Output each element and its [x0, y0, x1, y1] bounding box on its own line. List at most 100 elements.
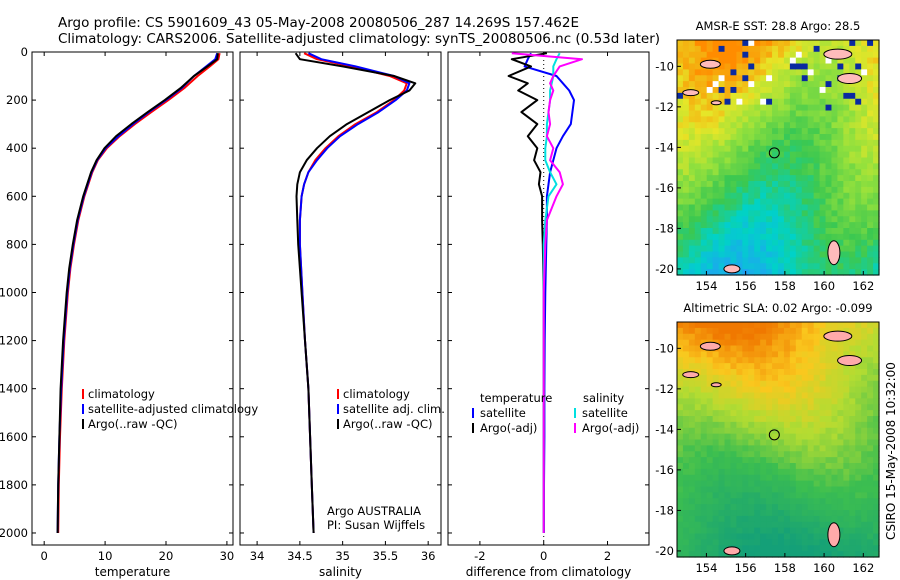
map-cell [742, 134, 749, 141]
map-cell [783, 410, 791, 417]
map-cell [754, 222, 761, 229]
map-cell [760, 257, 767, 264]
map-cell [778, 228, 785, 235]
map-cell [754, 363, 761, 370]
map-cell [837, 527, 844, 535]
map-cell [712, 498, 720, 505]
map-cell [712, 122, 720, 129]
map-cell [718, 245, 726, 253]
map-cell [843, 468, 850, 476]
map-cell [724, 128, 732, 135]
map-cell [789, 204, 797, 211]
map-cell [694, 380, 702, 388]
map-cell [748, 427, 755, 435]
map-cell [807, 504, 815, 511]
map-cell [789, 251, 797, 258]
map-cell [837, 122, 844, 129]
map-cell [867, 251, 874, 258]
map-cell [795, 87, 803, 94]
map-cell [688, 134, 696, 141]
series-line-red [298, 52, 408, 534]
map-cell [694, 122, 702, 129]
map-cell [766, 40, 773, 47]
map-cell [837, 533, 844, 540]
map-cell [849, 386, 856, 394]
map-cell [867, 98, 874, 106]
map-cell [801, 251, 809, 258]
map-cell [760, 87, 767, 94]
map-cell [700, 421, 708, 429]
map-cell [819, 198, 827, 206]
map-cell [861, 181, 868, 188]
map-cell [831, 233, 839, 241]
map-cell [849, 92, 856, 100]
map-cell [724, 116, 732, 123]
map-cell [778, 486, 785, 493]
map-cell [867, 75, 874, 82]
y-tick-label: -16 [655, 463, 674, 477]
map-cell [819, 539, 827, 546]
map-cell [867, 51, 874, 59]
map-cell [861, 545, 868, 552]
map-cell [873, 75, 880, 82]
map-cell [742, 339, 749, 347]
map-cell [677, 439, 684, 446]
map-cell [873, 468, 880, 476]
map-cell [825, 134, 833, 141]
map-cell [849, 404, 856, 411]
map-cell [760, 92, 767, 100]
map-cell [825, 416, 833, 423]
map-cell [677, 239, 684, 247]
map-cell [849, 233, 856, 241]
map-cell [772, 492, 779, 499]
map-cell [706, 228, 714, 235]
map-cell [724, 410, 732, 417]
map-cell [867, 398, 874, 405]
map-cell [783, 363, 791, 370]
map-cell [730, 404, 738, 411]
map-cell [855, 392, 862, 399]
map-cell [837, 92, 844, 100]
map-cell [677, 463, 684, 470]
map-cell [682, 427, 690, 435]
map-cell [766, 527, 773, 535]
map-cell [789, 139, 797, 147]
map-cell [760, 492, 767, 499]
map-cell [778, 498, 785, 505]
map-cell [855, 551, 862, 558]
map-cell [694, 510, 702, 517]
map-cell [754, 98, 761, 106]
map-cell [807, 63, 815, 70]
map-cell [843, 134, 850, 141]
map-cell [849, 192, 856, 200]
map-cell [700, 81, 708, 88]
map-cell [694, 116, 702, 123]
map-cell [855, 128, 862, 135]
map-cell [789, 380, 797, 388]
map-cell [873, 175, 880, 182]
map-cell [873, 239, 880, 247]
map-cell [700, 204, 708, 211]
map-cell [819, 151, 827, 159]
map-cell [778, 69, 785, 76]
map-cell [712, 239, 720, 247]
map-cell [813, 551, 821, 558]
map-cell [712, 327, 720, 335]
map-cell [682, 380, 690, 388]
map-cell [688, 480, 696, 488]
map-cell [760, 81, 767, 88]
map-cell [861, 451, 868, 458]
map-cell [801, 374, 809, 382]
map-cell [718, 134, 726, 141]
map-cell [855, 251, 862, 258]
map-cell [736, 122, 743, 129]
map-cell [783, 75, 791, 82]
map-cell [795, 380, 803, 388]
map-cell [861, 369, 868, 376]
map-cell [766, 416, 773, 423]
map-cell [867, 228, 874, 235]
map-cell [748, 51, 755, 59]
map-cell [748, 515, 755, 523]
map-cell [718, 410, 726, 417]
map-cell [873, 57, 880, 65]
